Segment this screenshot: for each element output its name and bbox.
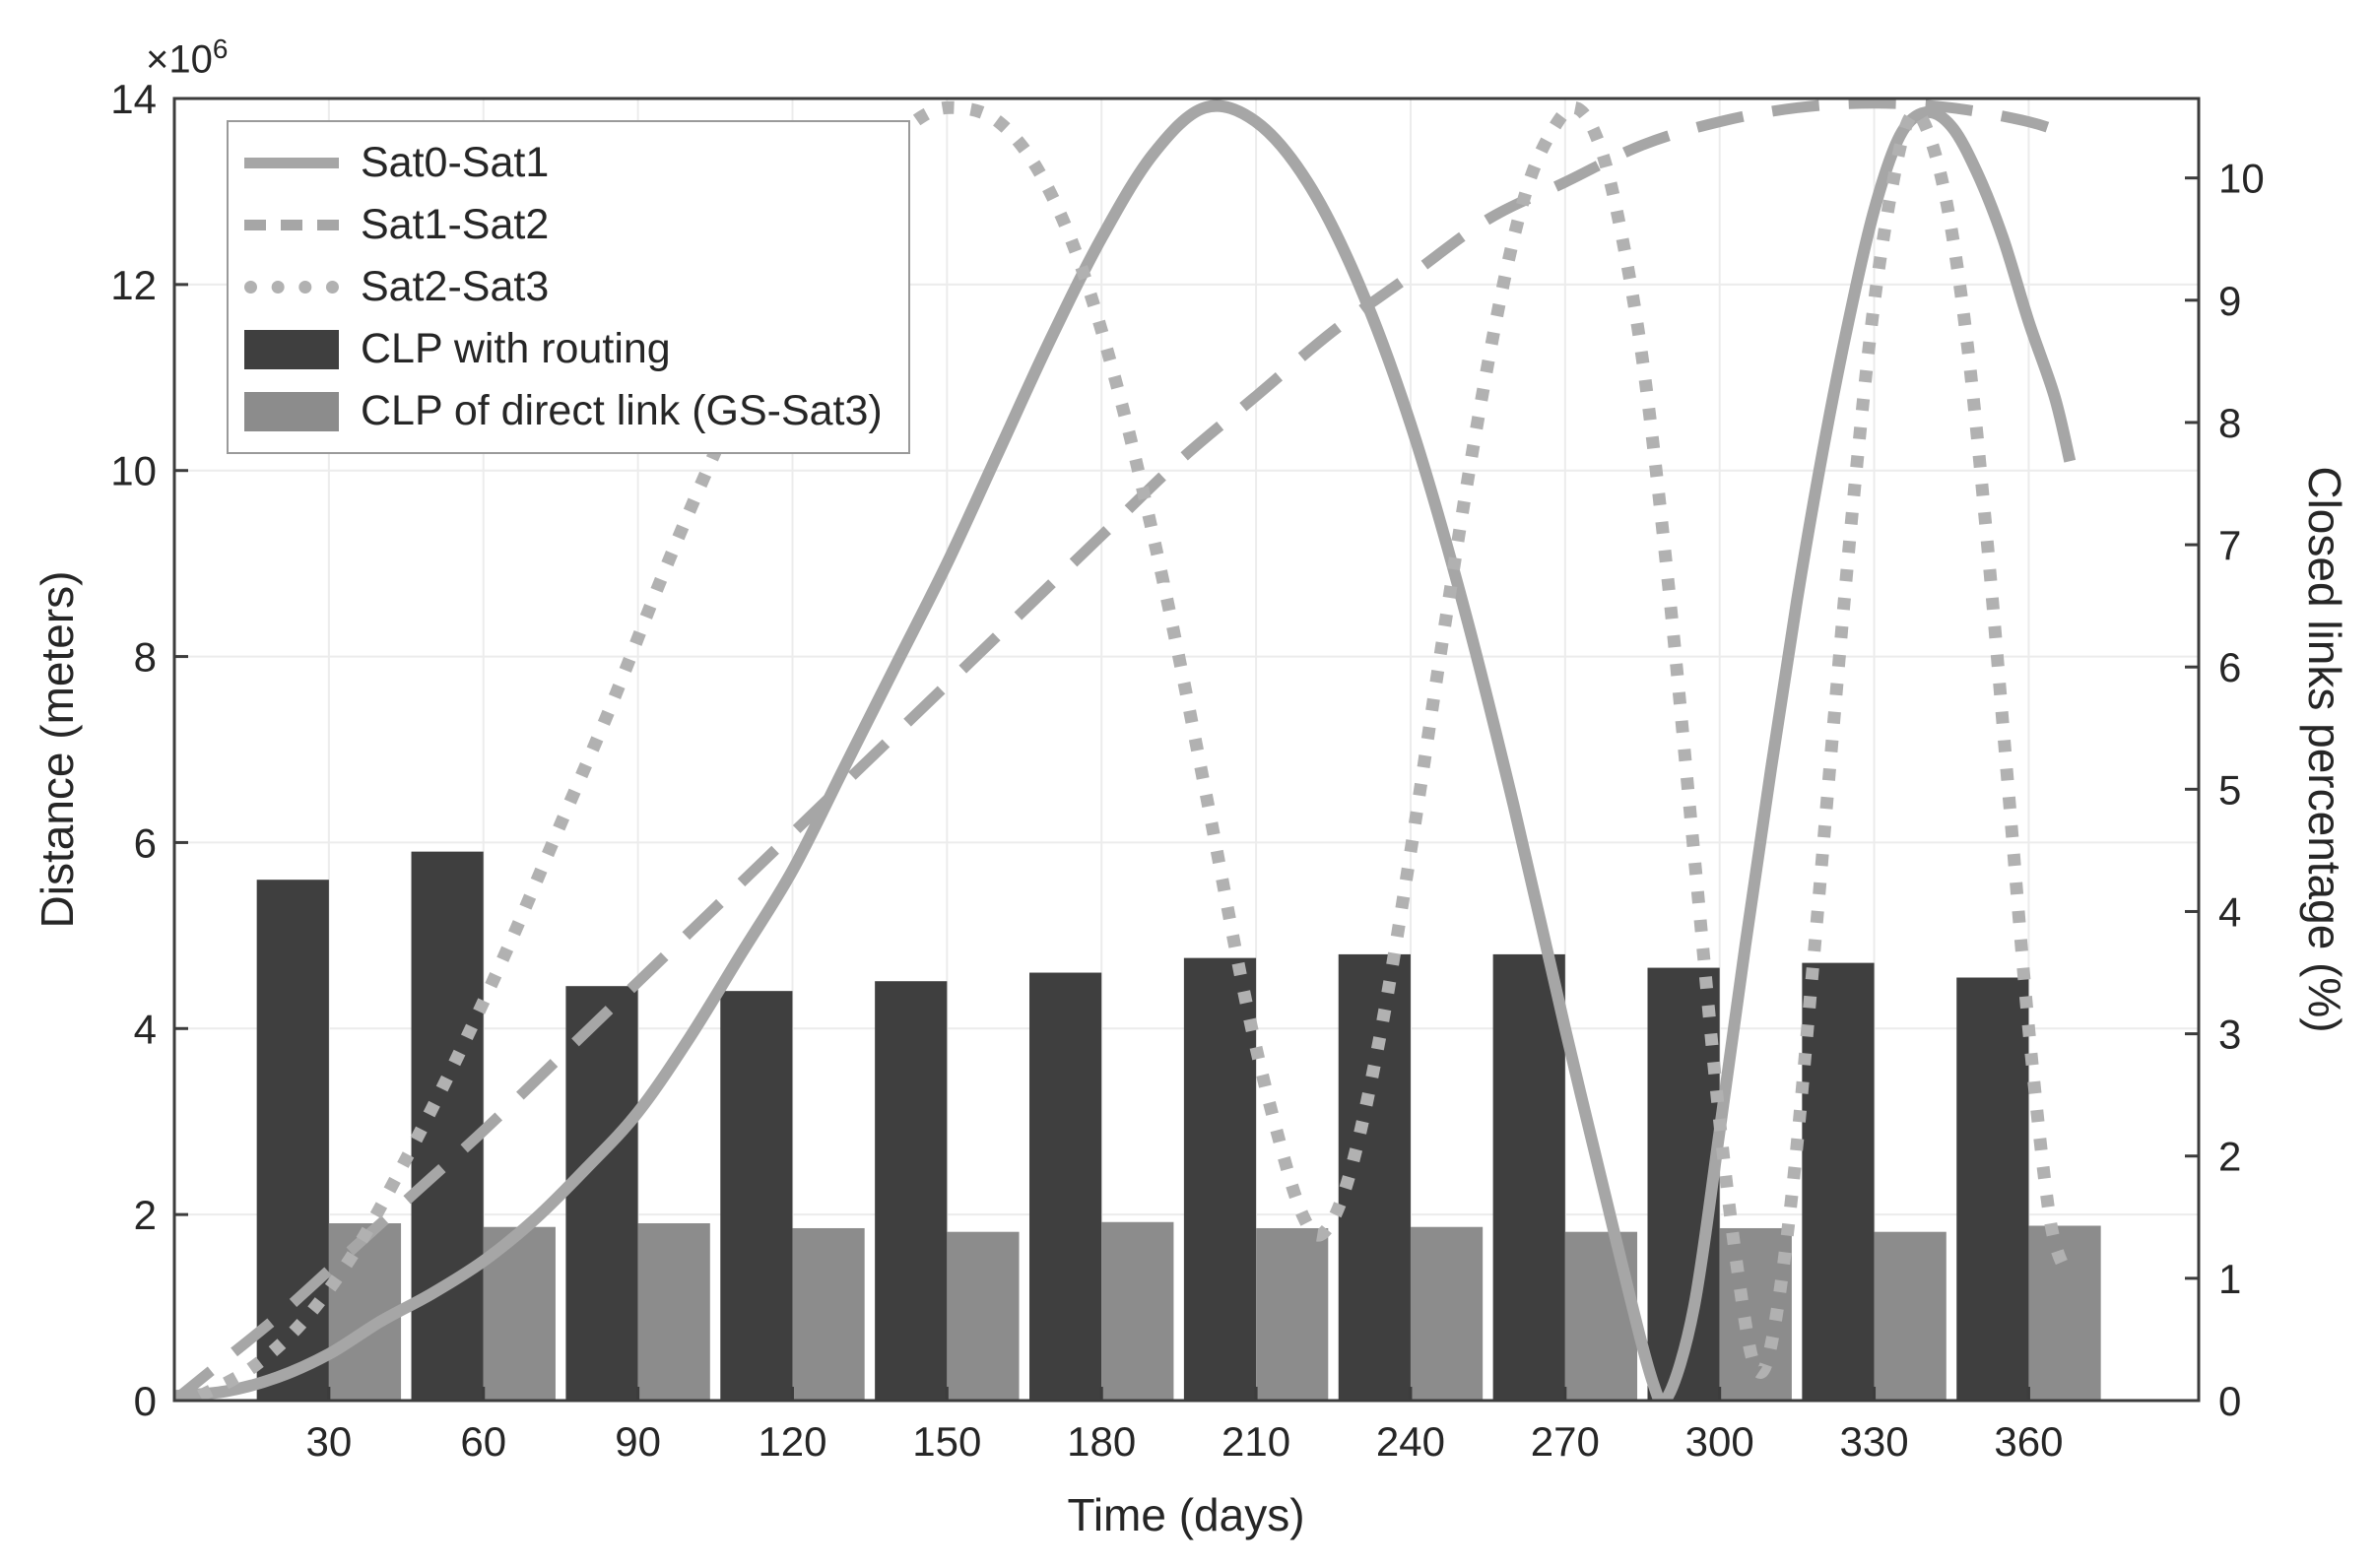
dark-bar-swatch-icon xyxy=(244,329,339,369)
bar xyxy=(1802,962,1875,1401)
bar xyxy=(1874,1231,1947,1401)
x-tick-label: 180 xyxy=(1067,1418,1136,1465)
y-left-tick-label: 8 xyxy=(134,634,157,681)
y-left-tick-label: 10 xyxy=(110,448,157,494)
bars-clp-direct-link xyxy=(328,1221,2101,1401)
y-right-tick-label: 6 xyxy=(2218,644,2241,690)
legend-label: CLP of direct link (GS-Sat3) xyxy=(361,387,883,434)
y-right-tick-label: 7 xyxy=(2218,522,2241,568)
multiplier-base: ×10 xyxy=(146,37,213,82)
y-left-tick-label: 4 xyxy=(134,1006,157,1052)
legend-label: CLP with routing xyxy=(361,325,671,372)
legend-row-clp-routing: CLP with routing xyxy=(244,318,883,380)
legend-row-sat1-sat2: Sat1-Sat2 xyxy=(244,194,883,256)
dotted-line-swatch-icon xyxy=(244,281,339,294)
legend-label: Sat0-Sat1 xyxy=(361,139,550,186)
bar xyxy=(720,991,793,1401)
multiplier-exponent: 6 xyxy=(212,33,229,64)
dashed-line-swatch-icon xyxy=(244,220,339,230)
y-right-tick-label: 10 xyxy=(2218,156,2265,202)
bar xyxy=(411,851,484,1401)
x-tick-label: 90 xyxy=(615,1418,661,1465)
legend-row-sat2-sat3: Sat2-Sat3 xyxy=(244,256,883,318)
y-right-tick-label: 3 xyxy=(2218,1012,2241,1058)
bar xyxy=(1564,1231,1638,1401)
bar xyxy=(565,986,638,1401)
bar xyxy=(875,981,948,1401)
y-right-axis-label: Closed links percentage (%) xyxy=(2299,466,2350,1033)
solid-line-swatch-icon xyxy=(244,158,339,168)
x-tick-label: 330 xyxy=(1840,1418,1909,1465)
bar xyxy=(1956,977,2029,1401)
line-sat1-sat2 xyxy=(174,98,2073,1401)
y-right-tick-label: 5 xyxy=(2218,766,2241,813)
bar xyxy=(792,1227,865,1401)
line-sat0-sat1 xyxy=(174,99,2077,1401)
bar xyxy=(1410,1226,1484,1401)
legend: Sat0-Sat1 Sat1-Sat2 Sat2-Sat3 CLP with r… xyxy=(227,120,910,454)
y-left-tick-label: 0 xyxy=(134,1378,157,1424)
y-left-tick-label: 14 xyxy=(110,76,157,122)
y-left-axis-label: Distance (meters) xyxy=(32,570,83,929)
line-sat2-sat3 xyxy=(197,100,2072,1401)
x-tick-label: 270 xyxy=(1531,1418,1600,1465)
legend-label: Sat1-Sat2 xyxy=(361,201,550,248)
x-tick-label: 60 xyxy=(460,1418,506,1465)
x-tick-label: 210 xyxy=(1221,1418,1290,1465)
y-right-tick-label: 8 xyxy=(2218,400,2241,446)
y-left-tick-label: 6 xyxy=(134,819,157,866)
x-tick-label: 120 xyxy=(758,1418,826,1465)
line-series xyxy=(174,98,2077,1401)
bar xyxy=(947,1231,1020,1401)
bar xyxy=(637,1223,710,1401)
x-tick-label: 360 xyxy=(1994,1418,2063,1465)
bar xyxy=(2028,1225,2101,1401)
tick-labels: 30 60 90 120 150 180 210 240 270 300 330 3600246810… xyxy=(110,76,2264,1465)
bar xyxy=(1029,972,1102,1401)
y-right-tick-label: 2 xyxy=(2218,1134,2241,1180)
x-axis-label: Time (days) xyxy=(1067,1489,1305,1540)
x-tick-label: 30 xyxy=(306,1418,353,1465)
gray-bar-swatch-icon xyxy=(244,391,339,431)
x-tick-label: 300 xyxy=(1685,1418,1754,1465)
y-left-tick-label: 2 xyxy=(134,1192,157,1238)
y-right-tick-label: 1 xyxy=(2218,1256,2241,1302)
bar xyxy=(1256,1227,1329,1401)
x-tick-label: 240 xyxy=(1376,1418,1445,1465)
bar xyxy=(1101,1221,1174,1401)
y-right-tick-label: 9 xyxy=(2218,278,2241,324)
y-right-tick-label: 4 xyxy=(2218,888,2241,935)
y-left-tick-label: 12 xyxy=(110,262,157,308)
legend-row-clp-direct: CLP of direct link (GS-Sat3) xyxy=(244,380,883,442)
bar xyxy=(1183,957,1257,1401)
y-left-axis-multiplier: ×106 xyxy=(146,33,228,82)
x-tick-label: 150 xyxy=(912,1418,981,1465)
legend-row-sat0-sat1: Sat0-Sat1 xyxy=(244,132,883,194)
y-right-tick-label: 0 xyxy=(2218,1378,2241,1424)
axes-box xyxy=(172,97,2201,1403)
bar xyxy=(1492,953,1565,1401)
legend-label: Sat2-Sat3 xyxy=(361,263,550,310)
